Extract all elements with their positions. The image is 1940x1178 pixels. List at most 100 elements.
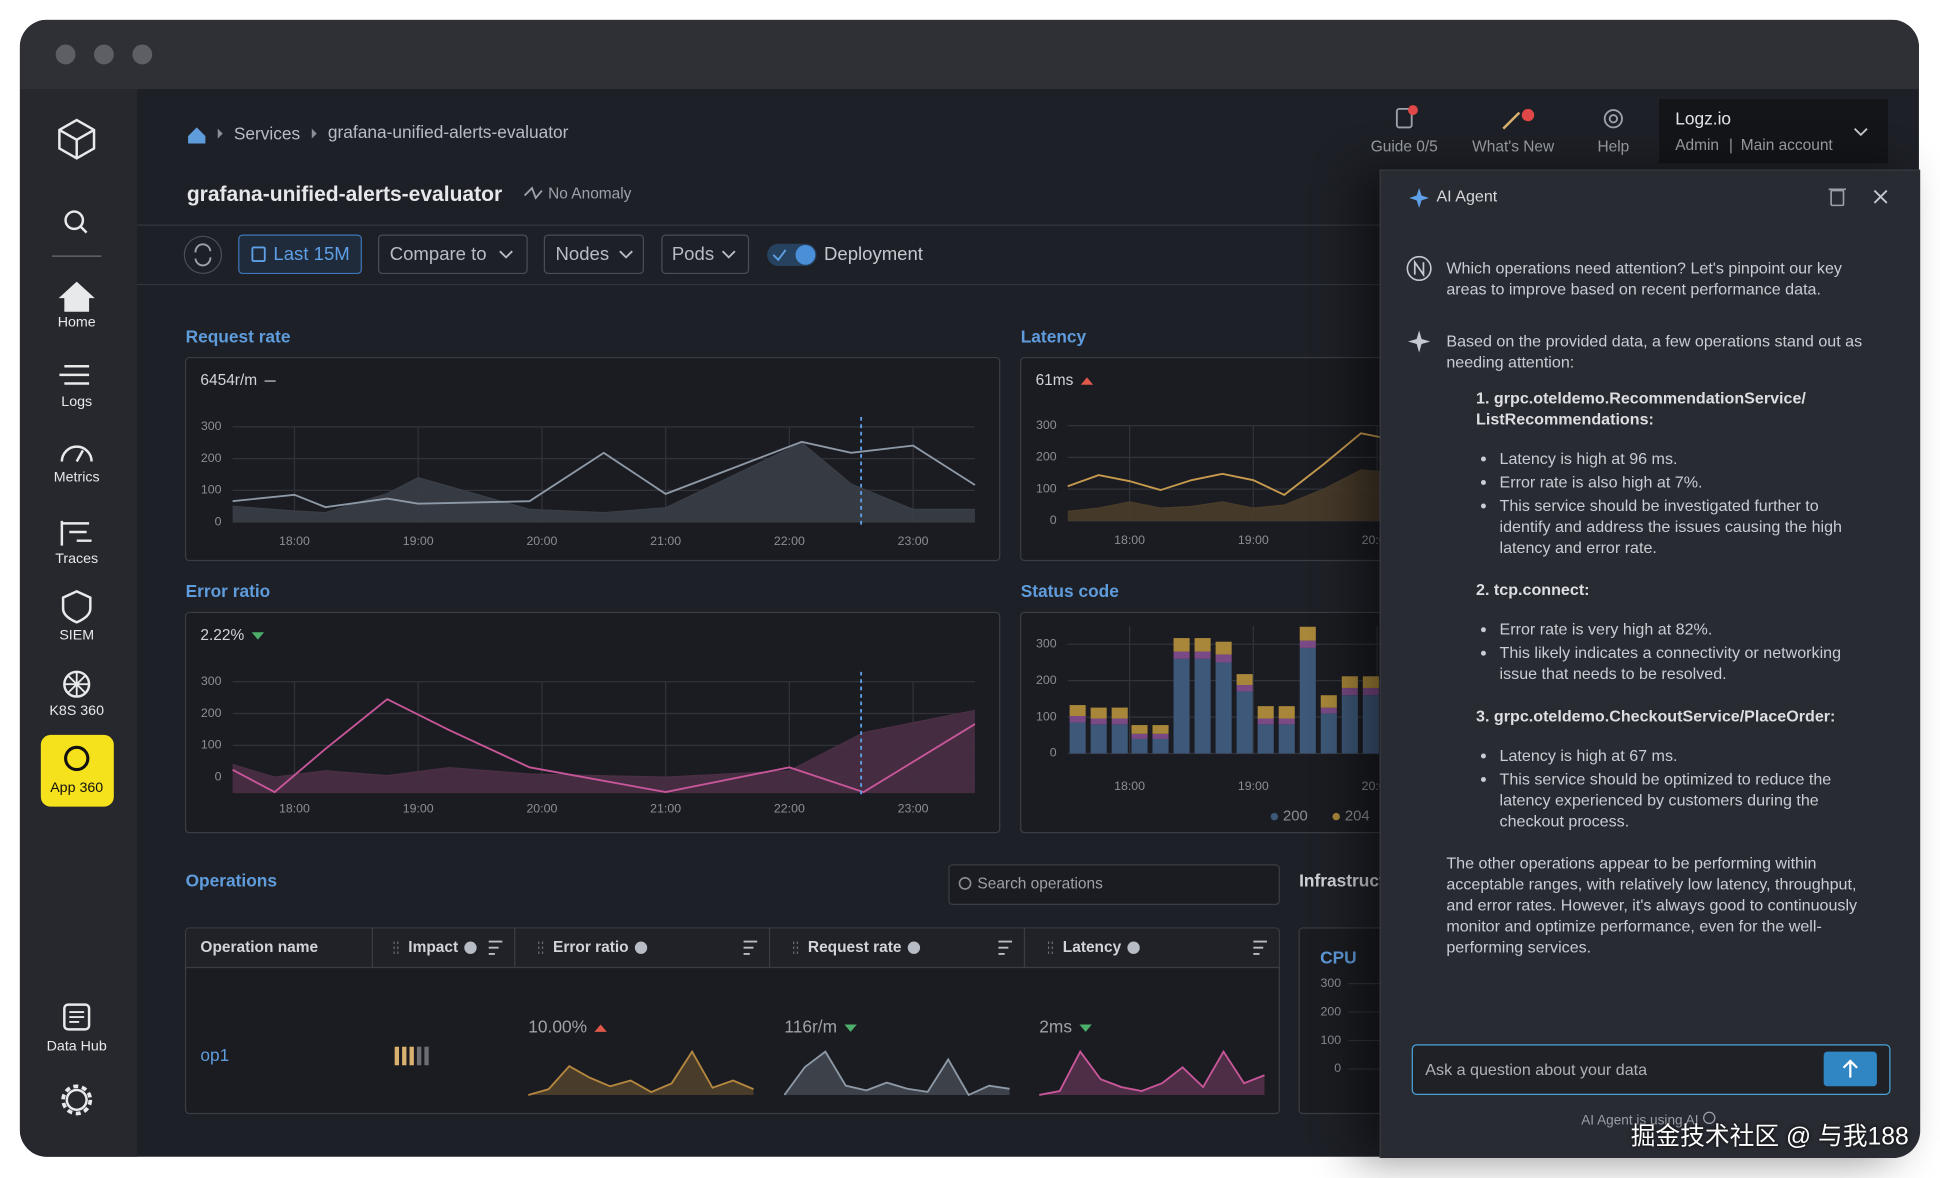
- bullet: Error rate is also high at 7%.: [1500, 471, 1855, 492]
- y-tick-label: 0: [1334, 1061, 1341, 1075]
- sort-icon[interactable]: [488, 940, 503, 955]
- drag-handle: [538, 941, 544, 954]
- data-hub-icon[interactable]: [63, 1003, 91, 1031]
- guide-icon[interactable]: [1395, 107, 1413, 129]
- y-tick-label: 0: [215, 769, 222, 783]
- ai-title: AI Agent: [1436, 186, 1498, 206]
- logs-icon[interactable]: [59, 364, 90, 385]
- notification-dot: [1407, 105, 1418, 116]
- impact-bar: [409, 1046, 414, 1066]
- breadcrumb-link[interactable]: Services: [234, 123, 301, 143]
- help-label[interactable]: Help: [1597, 138, 1629, 155]
- nav-label[interactable]: Metrics: [54, 469, 100, 485]
- bar-segment: [1173, 651, 1190, 659]
- search-placeholder: Search operations: [977, 876, 1103, 893]
- bar-segment: [1236, 685, 1253, 692]
- settings-icon[interactable]: [65, 1088, 88, 1112]
- column-header[interactable]: Error ratio: [553, 939, 629, 956]
- x-tick-label: 18:00: [1114, 533, 1145, 547]
- search-box[interactable]: [948, 864, 1280, 906]
- compare-dropdown[interactable]: [377, 234, 528, 275]
- sparkline: [528, 1049, 754, 1096]
- settings-icon-teeth: [61, 1084, 93, 1116]
- y-tick-label: 200: [1036, 673, 1057, 687]
- pods-dropdown[interactable]: [661, 234, 750, 275]
- operation-name[interactable]: op1: [200, 1045, 229, 1065]
- series-line: [1067, 432, 1402, 496]
- nodes-label: Nodes: [556, 243, 610, 264]
- sort-icon[interactable]: [998, 940, 1013, 955]
- traces-icon[interactable]: [60, 520, 92, 546]
- nav-label[interactable]: SIEM: [59, 628, 94, 644]
- window-minimize[interactable]: [94, 44, 114, 65]
- column-header[interactable]: Latency: [1063, 939, 1122, 956]
- bullet: Latency is high at 96 ms.: [1500, 448, 1855, 469]
- column-header[interactable]: Operation name: [200, 939, 318, 956]
- siem-icon[interactable]: [61, 590, 92, 624]
- toggle-check: [772, 249, 787, 262]
- data-hub-icon-lines: [69, 1011, 85, 1023]
- help-icon-inner: [1608, 114, 1619, 124]
- whats-new-label[interactable]: What's New: [1472, 138, 1555, 155]
- close-button[interactable]: [1873, 189, 1888, 204]
- account-menu[interactable]: [1659, 98, 1889, 164]
- footer-text: AI Agent is using AI: [1581, 1113, 1699, 1129]
- area-fill: [1067, 470, 1402, 521]
- help-icon: [634, 941, 648, 954]
- bar-segment: [1069, 722, 1086, 754]
- service-title: grafana-unified-alerts-evaluator: [187, 183, 502, 206]
- home-icon[interactable]: [58, 281, 95, 312]
- bar-segment: [1362, 676, 1379, 688]
- summary-value: 61ms: [1036, 372, 1074, 389]
- nav-label[interactable]: Logs: [61, 394, 92, 410]
- x-tick-label: 19:00: [403, 534, 434, 548]
- bar-segment: [1320, 695, 1337, 708]
- window-close[interactable]: [55, 44, 76, 65]
- column-header[interactable]: Request rate: [808, 939, 902, 956]
- y-tick-label: 100: [1036, 709, 1057, 723]
- clear-button[interactable]: [1830, 189, 1845, 207]
- sort-icon[interactable]: [1253, 940, 1267, 955]
- chevron: [619, 250, 633, 259]
- sort-icon[interactable]: [743, 940, 758, 955]
- y-tick-label: 0: [1050, 513, 1057, 527]
- bar-segment: [1194, 658, 1211, 754]
- column-header[interactable]: Impact: [408, 939, 458, 956]
- chevron: [721, 250, 736, 259]
- title-bar: [19, 19, 1919, 90]
- nodes-dropdown[interactable]: [543, 234, 644, 275]
- drag-handle: [1047, 941, 1053, 954]
- ai-input[interactable]: Ask a question about your data: [1411, 1044, 1891, 1095]
- help-icon[interactable]: [1603, 109, 1623, 129]
- compare-label: Compare to: [390, 243, 487, 264]
- breadcrumb-home[interactable]: [188, 127, 206, 144]
- refresh-button[interactable]: [183, 235, 223, 275]
- chart-panel: [184, 611, 1001, 834]
- bar-segment: [1215, 654, 1232, 663]
- y-tick-label: 300: [1321, 976, 1342, 990]
- x-tick-label: 22:00: [774, 534, 805, 548]
- search-icon-handle: [79, 225, 88, 234]
- nav-label[interactable]: Traces: [55, 551, 98, 567]
- nav-label[interactable]: K8S 360: [49, 703, 104, 719]
- nav-label[interactable]: Data Hub: [47, 1038, 107, 1054]
- bar-segment: [1341, 695, 1358, 754]
- area-fill: [232, 442, 975, 523]
- info-icon: [1702, 1111, 1716, 1125]
- nav-label[interactable]: Home: [58, 315, 96, 331]
- sparkline: [1039, 1049, 1265, 1096]
- window-zoom[interactable]: [132, 44, 153, 65]
- impact-bar: [402, 1046, 407, 1066]
- search-icon[interactable]: [64, 210, 85, 231]
- send-button[interactable]: [1823, 1051, 1877, 1087]
- whats-new-icon[interactable]: [1502, 111, 1521, 130]
- time-range-button[interactable]: [238, 234, 362, 275]
- area-fill: [232, 710, 975, 794]
- guide-label[interactable]: Guide 0/5: [1371, 138, 1438, 155]
- metrics-icon[interactable]: [60, 445, 93, 463]
- y-tick-label: 0: [215, 514, 222, 528]
- breadcrumb-current: grafana-unified-alerts-evaluator: [328, 122, 569, 142]
- nav-label[interactable]: App 360: [50, 780, 103, 796]
